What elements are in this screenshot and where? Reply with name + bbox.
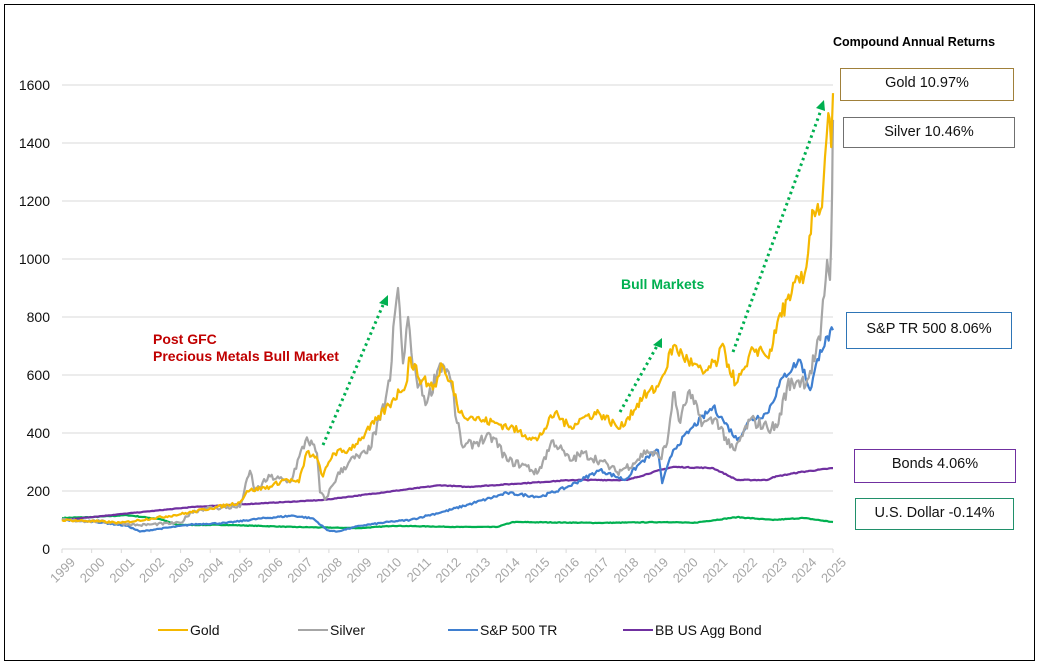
x-tick-label: 2023 (759, 555, 790, 586)
return-box-gold: Gold 10.97% (840, 68, 1014, 101)
x-tick-label: 2020 (670, 555, 701, 586)
annotation-gfc: Post GFC Precious Metals Bull Market (153, 331, 339, 365)
x-tick-label: 2003 (166, 555, 197, 586)
legend-swatch-gold (158, 628, 188, 632)
y-tick-label: 1400 (19, 135, 50, 151)
arrow-2018 (618, 345, 659, 413)
x-tick-label: 2005 (225, 555, 256, 586)
x-tick-label: 2001 (106, 555, 137, 586)
legend-label-bonds: BB US Agg Bond (655, 622, 762, 638)
x-tick-label: 2000 (77, 555, 108, 586)
x-tick-label: 1999 (47, 555, 78, 586)
returns-title: Compound Annual Returns (833, 35, 996, 49)
legend-swatch-bonds (623, 628, 653, 632)
x-tick-label: 2019 (640, 555, 671, 586)
sp500-line (61, 326, 834, 533)
x-tick-label: 2002 (136, 555, 167, 586)
arrow-gfc (321, 304, 385, 446)
x-tick-label: 2012 (433, 555, 464, 586)
x-tick-label: 2008 (314, 555, 345, 586)
return-box-silver: Silver 10.46% (843, 117, 1015, 148)
arrow-2022 (731, 109, 823, 353)
x-tick-label: 2015 (522, 555, 553, 586)
legend-silver: Silver (298, 622, 365, 638)
y-tick-label: 1200 (19, 193, 50, 209)
x-tick-label: 2011 (404, 555, 434, 585)
x-tick-label: 2016 (551, 555, 582, 586)
silver-line (61, 119, 835, 527)
legend-sp500: S&P 500 TR (448, 622, 557, 638)
legend-label-gold: Gold (190, 622, 220, 638)
x-tick-label: 2021 (699, 555, 730, 586)
x-tick-label: 2017 (581, 555, 612, 586)
y-tick-label: 400 (27, 425, 51, 441)
return-box-bonds: Bonds 4.06% (854, 449, 1016, 483)
x-tick-label: 2009 (344, 555, 375, 586)
x-tick-label: 2013 (462, 555, 493, 586)
y-tick-label: 800 (27, 309, 51, 325)
return-box-sp500: S&P TR 500 8.06% (846, 312, 1012, 349)
annotation-gfc-line1: Post GFC (153, 331, 217, 347)
y-tick-label: 600 (27, 367, 51, 383)
x-tick-label: 2014 (492, 555, 523, 586)
chart-frame (4, 4, 1035, 661)
y-tick-label: 1600 (19, 77, 50, 93)
x-tick-label: 2007 (284, 555, 315, 586)
legend-gold: Gold (158, 622, 220, 638)
legend-swatch-silver (298, 628, 328, 632)
x-tick-label: 2004 (195, 555, 226, 586)
gold-line (61, 93, 835, 525)
annotation-gfc-line2: Precious Metals Bull Market (153, 348, 339, 364)
x-tick-label: 2024 (788, 555, 819, 586)
y-tick-label: 0 (42, 541, 50, 557)
x-tick-label: 2006 (255, 555, 286, 586)
arrow-head-2018 (653, 338, 662, 348)
x-tick-label: 2010 (373, 555, 404, 586)
arrow-head-gfc (379, 295, 388, 306)
bond-line (61, 465, 833, 522)
legend-label-silver: Silver (330, 622, 366, 638)
y-tick-label: 1000 (19, 251, 50, 267)
return-box-usd: U.S. Dollar -0.14% (855, 498, 1014, 530)
legend-swatch-sp500 (448, 628, 478, 632)
arrow-head-2022 (816, 100, 825, 111)
annotation-bull-markets: Bull Markets (621, 276, 705, 292)
x-tick-label: 2025 (818, 555, 849, 586)
x-tick-label: 2022 (729, 555, 760, 586)
x-tick-label: 2018 (610, 555, 641, 586)
legend-label-sp500: S&P 500 TR (480, 622, 558, 638)
bull-market-arrows (321, 100, 825, 446)
legend-bonds: BB US Agg Bond (623, 622, 762, 638)
y-tick-label: 200 (27, 483, 51, 499)
